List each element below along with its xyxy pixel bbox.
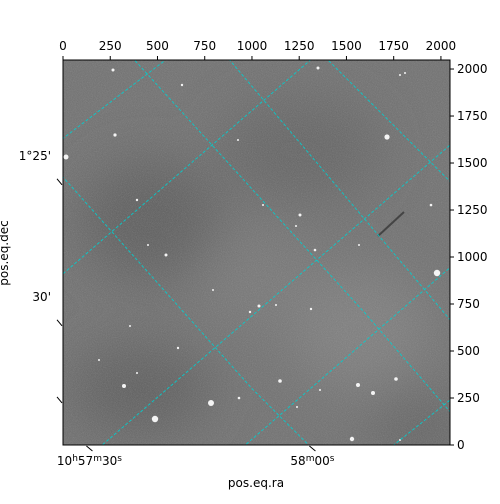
x-tick-label: 500 [146,39,169,53]
star [64,155,69,160]
ra-tick-label: 58m00s [290,454,334,468]
y-tick-label: 1000 [457,250,488,264]
ra-tick-label: 10h57m30s [57,454,122,468]
star [212,289,214,291]
dec-tick-mark [57,320,62,326]
y-tick-label: 2000 [457,62,488,76]
x-tick-label: 1000 [237,39,268,53]
x-tick-label: 1750 [378,39,409,53]
y-tick-label: 0 [457,438,465,452]
star [112,69,115,72]
image-noise [63,60,450,445]
star [434,270,440,276]
star [358,244,360,246]
dec-tick-mark [57,397,62,403]
x-tick-label: 750 [193,39,216,53]
star [165,254,168,257]
star [317,67,320,70]
y-tick-label: 500 [457,344,480,358]
image-area [6,0,500,500]
star [249,311,251,313]
x-tick-label: 2000 [426,39,457,53]
star [258,305,261,308]
ra-tick-mark [86,446,92,451]
star [181,84,183,86]
star [238,397,241,400]
y-tick-label: 1250 [457,203,488,217]
star [262,204,264,206]
y-tick-label: 1750 [457,109,488,123]
star [299,214,302,217]
dec-tick-label: 30' [32,290,51,304]
star [113,133,116,136]
x-axis-label: pos.eq.ra [228,476,284,490]
star [136,372,138,374]
star [147,244,149,246]
x-tick-label: 1500 [331,39,362,53]
y-tick-label: 250 [457,391,480,405]
y-axis-label: pos.eq.dec [0,220,11,285]
star [129,325,131,327]
x-tick-label: 1250 [284,39,315,53]
star [394,377,398,381]
dec-tick-label: 1°25' [19,149,51,163]
star [278,379,282,383]
star [310,308,312,310]
star [177,347,179,349]
star [152,416,158,422]
star [350,437,354,441]
y-tick-label: 750 [457,297,480,311]
star [122,384,126,388]
star [371,391,375,395]
ra-tick-mark [309,446,315,451]
star [404,72,406,74]
star [98,359,100,361]
star [237,139,239,141]
star [208,400,214,406]
x-tick-label: 250 [99,39,122,53]
star [275,304,277,306]
x-axis-top: 0 250 500 750 1000 1250 1500 1750 2000 [59,39,456,60]
star [356,383,360,387]
star [314,249,317,252]
star [136,199,138,201]
y-tick-label: 1500 [457,156,488,170]
star [399,74,401,76]
star [319,389,321,391]
x-tick-label: 0 [59,39,67,53]
dec-tick-mark [57,179,62,185]
star [296,406,298,408]
star [430,204,433,207]
y-axis-right: 0 250 500 750 1000 1250 1500 1750 2000 [450,62,488,452]
star [384,134,389,139]
star [295,225,297,227]
